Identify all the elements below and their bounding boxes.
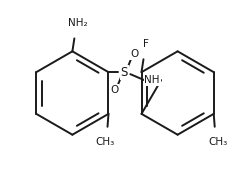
Text: O: O [130, 49, 138, 59]
Text: CH₃: CH₃ [208, 137, 227, 147]
Text: CH₃: CH₃ [95, 137, 114, 147]
Text: NH₂: NH₂ [68, 18, 87, 28]
Text: S: S [121, 66, 128, 79]
Text: NH: NH [144, 75, 160, 85]
Text: F: F [142, 39, 148, 49]
Text: O: O [110, 85, 118, 95]
